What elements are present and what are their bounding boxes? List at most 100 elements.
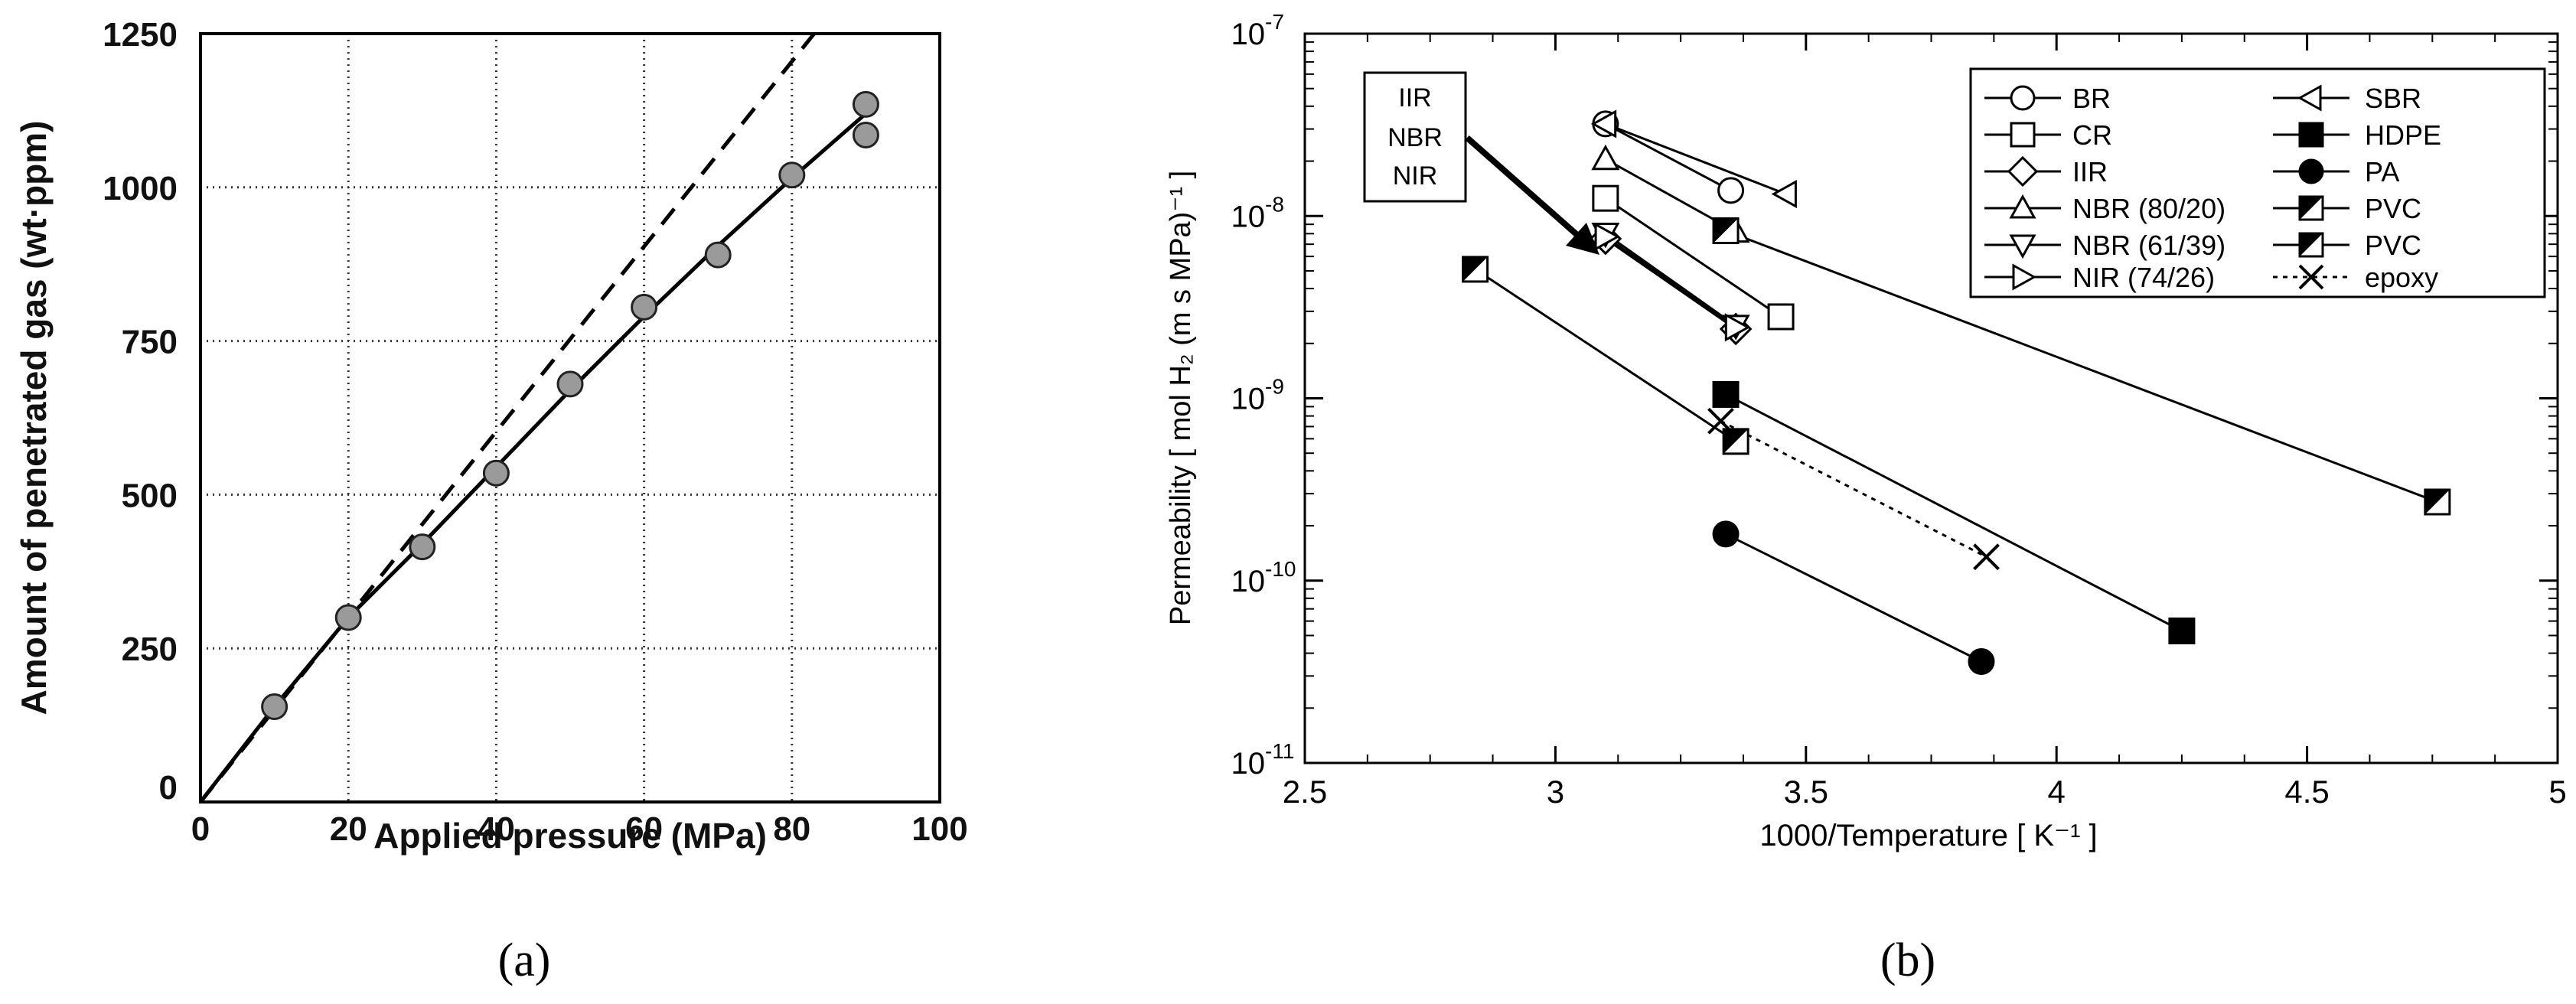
legend-marker — [2010, 122, 2036, 148]
panel-b-marker — [1722, 428, 1749, 455]
panel-b-legend: BR CR IIR NBR (80/20) NBR (61/39)NIR (74/26)… — [1969, 67, 2546, 298]
panel-a-x-tick-label: 80 — [773, 810, 810, 848]
panel-a-y-tick-label: 250 — [122, 631, 178, 668]
legend-entry: NBR (80/20) — [1984, 193, 2225, 224]
legend-marker — [2009, 234, 2036, 259]
legend-label: CR — [2072, 119, 2112, 151]
panel-a-x-tick-labels: 0 20 40 60 80 100 — [191, 810, 968, 848]
legend-marker — [2009, 194, 2036, 219]
panel-b-x-tick-label: 2.5 — [1283, 774, 1327, 810]
legend-marker — [2298, 232, 2324, 258]
panel-b-y-tick-label: 10 — [1231, 383, 1266, 416]
panel-b-marker — [1712, 217, 1740, 245]
annotation-line-1: IIR — [1398, 83, 1431, 112]
panel-b-marker — [1594, 222, 1620, 251]
panel-b-marker — [2168, 617, 2196, 644]
legend-entry: epoxy — [2273, 262, 2438, 293]
legend-entry: BR — [1984, 83, 2111, 114]
annotation-arrow-line — [1465, 135, 1586, 243]
panel-a-y-tick-label: 750 — [122, 324, 178, 361]
panel-b-x-tick-label: 4.5 — [2284, 774, 2329, 810]
panel-b-marker — [2424, 488, 2451, 516]
panel-b-marker — [1717, 177, 1745, 204]
panel-b-series-line — [1605, 233, 1736, 327]
panel-b-series — [1462, 109, 2451, 675]
legend-marker — [2010, 85, 2036, 111]
panel-b-marker — [1712, 520, 1740, 548]
panel-a-points — [261, 90, 879, 721]
legend-entry: CR — [1984, 119, 2112, 151]
legend-marker — [2298, 158, 2324, 184]
panel-b-marker — [1462, 256, 1489, 283]
legend-marker — [2297, 84, 2322, 112]
panel-a-x-tick-label: 100 — [911, 810, 967, 848]
legend-label: IIR — [2072, 156, 2108, 187]
panel-a-data-point — [334, 604, 362, 631]
panel-b-x-axis-title: 1000/Temperature [ K⁻¹ ] — [1759, 819, 2097, 852]
legend-entry: PA — [2273, 156, 2399, 187]
panel-a-gridlines — [201, 34, 940, 802]
panel-a-x-axis-title: Applied pressure (MPa) — [373, 816, 767, 856]
panel-b-y-tick-exponent: -8 — [1265, 192, 1284, 216]
panel-a-x-tick-label: 20 — [330, 810, 367, 848]
panel-b-series-line — [1605, 236, 1736, 329]
panel-a-y-axis-title: Amount of penetrated gas (wt·ppm) — [14, 121, 54, 716]
annotation-line-3: NIR — [1393, 161, 1438, 191]
panel-a-plot-frame — [199, 32, 941, 804]
panel-b-series-line — [1725, 533, 1982, 663]
panel-b-x-tick-label: 4 — [2048, 774, 2066, 810]
panel-b-marker — [1771, 179, 1797, 209]
panel-b-marker — [1707, 407, 1734, 435]
legend-marker — [2012, 263, 2037, 291]
panel-b-x-tick-label: 5 — [2548, 774, 2566, 810]
panel-b-marker — [1592, 184, 1619, 212]
legend-entry: NBR (61/39) — [1984, 230, 2225, 261]
panel-a-y-tick-labels: 0 250 500 750 1000 1250 — [103, 16, 178, 807]
legend-label: PVC — [2365, 230, 2421, 261]
panel-a-data-point — [852, 122, 879, 149]
panel-a-x-tick-label: 0 — [191, 810, 210, 848]
panel-b-series-line — [1725, 230, 2438, 504]
panel-a-label: (a) — [498, 934, 551, 986]
panel-b-series-line — [1725, 393, 2183, 632]
legend-entry: IIR — [1984, 155, 2108, 187]
legend-label: BR — [2072, 83, 2111, 114]
legend-label: NBR (80/20) — [2072, 193, 2225, 224]
panel-b-series-line — [1474, 268, 1736, 443]
panel-a-curves — [201, 34, 868, 802]
panel-b-x-tick-label: 3 — [1547, 774, 1564, 810]
panel-a-data-point — [482, 459, 510, 487]
panel-a-fit-curve — [201, 112, 868, 802]
legend-label: HDPE — [2365, 119, 2441, 151]
panel-b-series-line — [1605, 122, 1787, 195]
annotation-box — [1363, 71, 1467, 203]
panel-a-chart: 0 20 40 60 80 100 0 250 500 750 1000 1250 Applied … — [14, 16, 968, 986]
panel-b-y-tick-label: 10 — [1231, 565, 1266, 598]
legend-entry: PVC — [2273, 230, 2421, 261]
panel-b-series-line — [1605, 197, 1782, 318]
annotation-arrow-head — [1566, 223, 1599, 255]
panel-a-x-tick-label: 40 — [478, 810, 515, 848]
legend-entry: PVC — [2273, 193, 2421, 224]
legend-entry: NIR (74/26) — [1984, 262, 2215, 293]
panel-a-y-tick-label: 1250 — [103, 16, 178, 54]
panel-b-marker — [1724, 313, 1751, 342]
panel-b-y-tick-exponent: -7 — [1265, 10, 1284, 34]
panel-b-label: (b) — [1880, 934, 1935, 986]
legend-marker — [2298, 122, 2324, 148]
panel-b-y-tick-exponent: -9 — [1265, 375, 1284, 399]
panel-a-y-tick-label: 500 — [122, 477, 178, 514]
legend-label: SBR — [2365, 83, 2421, 114]
panel-b-y-tick-exponent: -11 — [1265, 739, 1294, 763]
panel-b-series-line — [1605, 237, 1736, 331]
legend-entry: SBR — [2273, 83, 2421, 114]
panel-b-y-tick-exponent: -10 — [1265, 557, 1296, 581]
panel-b-y-tick-label: 10 — [1231, 200, 1266, 233]
legend-marker — [2298, 195, 2324, 221]
panel-a-data-point — [631, 293, 658, 321]
panel-a-x-tick-label: 60 — [625, 810, 663, 848]
panel-b-x-tick-label: 3.5 — [1784, 774, 1828, 810]
